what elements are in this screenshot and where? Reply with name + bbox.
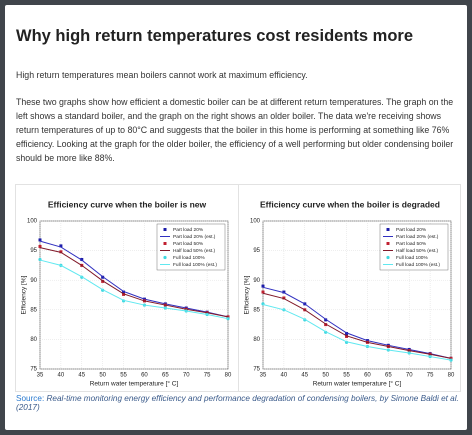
x-tick-label: 60 (364, 373, 371, 379)
data-point (101, 279, 105, 283)
series-line (262, 303, 452, 361)
legend-swatch (386, 242, 390, 245)
x-tick-label: 50 (99, 373, 106, 379)
legend-label: Full load 100% (396, 255, 428, 261)
y-tick-label: 80 (30, 337, 37, 343)
data-point (122, 292, 126, 296)
series-line (39, 240, 229, 318)
x-tick-label: 80 (225, 373, 232, 379)
y-tick-label: 80 (253, 337, 260, 343)
data-point (38, 238, 42, 242)
source-text: Real-time monitoring energy efficiency a… (16, 394, 459, 412)
y-tick-label: 90 (253, 278, 260, 284)
x-tick-label: 65 (385, 373, 392, 379)
chart: Efficiency curve when the boiler is new 7… (21, 199, 232, 388)
x-tick-label: 45 (301, 373, 308, 379)
card: Why high return temperatures cost reside… (5, 5, 467, 430)
series-line (262, 286, 452, 359)
x-tick-label: 70 (406, 373, 413, 379)
legend-label: Part load 20% (396, 227, 427, 233)
y-tick-label: 75 (30, 367, 37, 373)
y-tick-label: 95 (30, 248, 37, 254)
x-tick-label: 45 (78, 373, 85, 379)
x-tick-label: 55 (120, 373, 127, 379)
x-axis-label: Return water temperature [° C] (90, 380, 179, 388)
figure: Efficiency curve when the boiler is new 7… (15, 184, 461, 392)
series-line (39, 259, 229, 320)
y-tick-label: 75 (253, 367, 260, 373)
y-tick-label: 95 (253, 248, 260, 254)
x-tick-label: 80 (448, 373, 455, 379)
x-axis-label: Return water temperature [° C] (313, 380, 402, 388)
legend-swatch (163, 242, 167, 245)
legend-swatch (386, 255, 390, 260)
legend-label: Part load 20% (173, 227, 204, 233)
data-point (122, 290, 126, 294)
legend-label: Full load 100% (est.) (396, 262, 440, 268)
legend-label: Full load 100% (173, 255, 205, 261)
series-line (262, 292, 452, 359)
legend-label: Half load 50% (est.) (173, 248, 216, 254)
legend (379, 223, 449, 271)
legend-label: Part load 50% (396, 241, 427, 247)
legend-swatch (386, 228, 390, 231)
title: Why high return temperatures cost reside… (16, 27, 414, 45)
x-tick-label: 75 (204, 373, 211, 379)
x-tick-label: 65 (162, 373, 169, 379)
legend-label: Full load 100% (est.) (173, 262, 217, 268)
x-tick-label: 40 (281, 373, 288, 379)
x-tick-label: 35 (37, 373, 44, 379)
data-point (345, 334, 349, 338)
legend-label: Half load 50% (est.) (396, 248, 439, 254)
y-tick-label: 85 (30, 307, 37, 313)
legend-label: Part load 50% (173, 241, 204, 247)
data-point (261, 284, 265, 288)
data-point (38, 244, 42, 248)
data-point (345, 331, 349, 335)
chart-title: Efficiency curve when the boiler is degr… (260, 199, 440, 209)
data-point (324, 323, 328, 327)
data-point (282, 290, 286, 294)
y-tick-label: 100 (250, 219, 261, 225)
series-line (39, 247, 229, 318)
source: Source: Real-time monitoring energy effi… (16, 394, 467, 412)
chart-title: Efficiency curve when the boiler is new (48, 199, 207, 209)
data-point (282, 296, 286, 300)
paragraph: High return temperatures mean boilers ca… (16, 70, 308, 80)
data-point (59, 244, 63, 248)
legend (156, 223, 226, 271)
source-label: Source: (16, 394, 45, 403)
legend-swatch (163, 228, 167, 231)
y-axis-label: Efficiency [%] (244, 275, 251, 314)
legend-label: Part load 20% (est.) (173, 234, 216, 240)
y-tick-label: 85 (253, 307, 260, 313)
x-tick-label: 50 (322, 373, 329, 379)
x-tick-label: 60 (141, 373, 148, 379)
y-tick-label: 90 (30, 278, 37, 284)
y-tick-label: 100 (27, 219, 38, 225)
x-tick-label: 70 (183, 373, 190, 379)
x-tick-label: 55 (343, 373, 350, 379)
x-tick-label: 75 (427, 373, 434, 379)
x-tick-label: 35 (260, 373, 267, 379)
x-tick-label: 40 (58, 373, 65, 379)
data-point (261, 290, 265, 294)
data-point (59, 250, 63, 254)
legend-swatch (163, 255, 167, 260)
legend-label: Part load 20% (est.) (396, 234, 439, 240)
data-point (80, 257, 84, 261)
paragraph: These two graphs show how efficient a do… (16, 97, 454, 163)
chart-panel: Efficiency curve when the boiler is degr… (238, 185, 461, 391)
chart-panel: Efficiency curve when the boiler is new 7… (16, 185, 238, 391)
chart: Efficiency curve when the boiler is degr… (244, 199, 455, 388)
y-axis-label: Efficiency [%] (21, 275, 28, 314)
